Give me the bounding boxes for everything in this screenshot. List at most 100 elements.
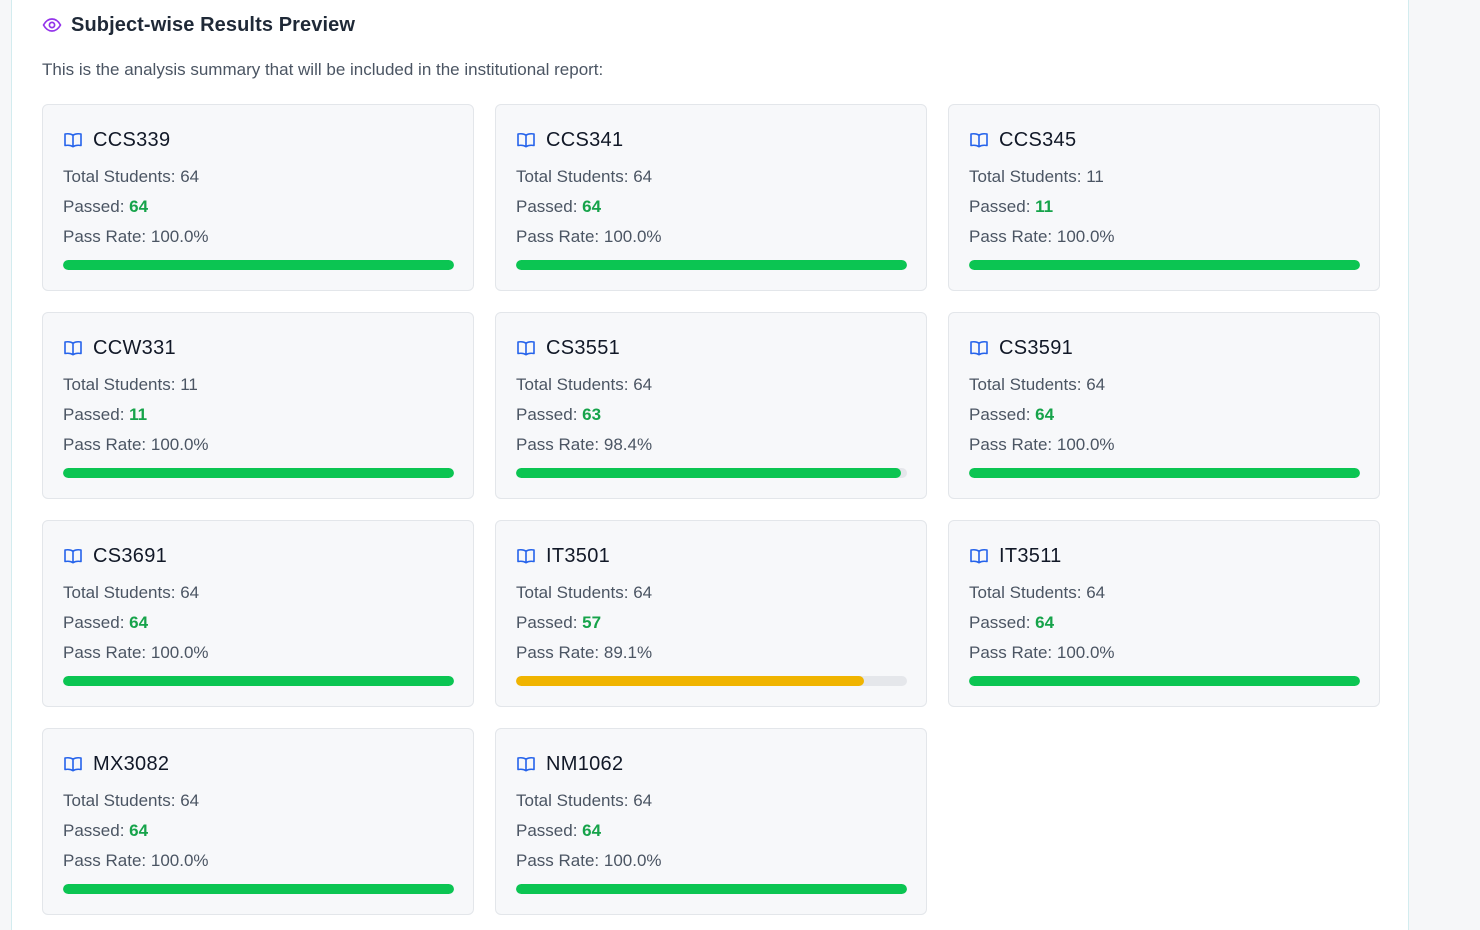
total-students: Total Students: 11 [969, 167, 1104, 187]
section-title: Subject-wise Results Preview [71, 13, 356, 36]
total-students-label: Total Students: [516, 583, 634, 602]
pass-rate-progress-fill [63, 884, 454, 894]
pass-rate-progress-track [969, 676, 1360, 686]
pass-rate: Pass Rate: 100.0% [63, 643, 209, 663]
passed-label: Passed: [516, 613, 583, 632]
subject-card-header: IT3501 [516, 543, 610, 569]
pass-rate-value: 100.0% [1056, 643, 1115, 662]
total-students-value: 64 [633, 791, 653, 810]
subject-code: CS3551 [546, 336, 621, 359]
subject-card-ccs341: CCS341 Total Students: 64 Passed: 64 Pas… [495, 104, 927, 291]
pass-rate-label: Pass Rate: [969, 643, 1057, 662]
passed-value: 64 [129, 197, 149, 216]
subject-card-header: CCS339 [63, 127, 170, 153]
total-students-value: 64 [180, 791, 200, 810]
pass-rate-value: 100.0% [150, 643, 209, 662]
passed-count: Passed: 63 [516, 405, 601, 425]
section-description: This is the analysis summary that will b… [42, 60, 604, 79]
total-students-value: 64 [633, 167, 653, 186]
pass-rate-progress-fill [63, 260, 454, 270]
pass-rate: Pass Rate: 100.0% [969, 227, 1115, 247]
total-students-label: Total Students: [969, 375, 1087, 394]
pass-rate-progress-track [63, 676, 454, 686]
subject-card-mx3082: MX3082 Total Students: 64 Passed: 64 Pas… [42, 728, 474, 915]
subject-card-header: CCW331 [63, 335, 176, 361]
pass-rate-progress-track [516, 884, 907, 894]
pass-rate-label: Pass Rate: [969, 227, 1057, 246]
pass-rate-progress-track [969, 260, 1360, 270]
total-students: Total Students: 64 [63, 791, 199, 811]
total-students: Total Students: 64 [63, 583, 199, 603]
pass-rate: Pass Rate: 100.0% [516, 227, 662, 247]
book-open-icon [516, 754, 536, 774]
subject-card-header: CS3591 [969, 335, 1073, 361]
subject-card-it3501: IT3501 Total Students: 64 Passed: 57 Pas… [495, 520, 927, 707]
pass-rate-progress-fill [516, 676, 865, 686]
pass-rate: Pass Rate: 89.1% [516, 643, 652, 663]
subject-card-ccw331: CCW331 Total Students: 11 Passed: 11 Pas… [42, 312, 474, 499]
pass-rate-progress-track [969, 468, 1360, 478]
total-students: Total Students: 64 [63, 167, 199, 187]
total-students-label: Total Students: [63, 375, 181, 394]
passed-label: Passed: [63, 821, 130, 840]
book-open-icon [63, 754, 83, 774]
subject-card-header: CS3691 [63, 543, 167, 569]
pass-rate-value: 98.4% [603, 435, 653, 454]
subject-card-ccs339: CCS339 Total Students: 64 Passed: 64 Pas… [42, 104, 474, 291]
subject-card-it3511: IT3511 Total Students: 64 Passed: 64 Pas… [948, 520, 1380, 707]
pass-rate-value: 100.0% [1056, 435, 1115, 454]
total-students: Total Students: 64 [516, 167, 652, 187]
pass-rate: Pass Rate: 100.0% [516, 851, 662, 871]
passed-value: 57 [582, 613, 602, 632]
book-open-icon [969, 338, 989, 358]
pass-rate-progress-fill [63, 468, 454, 478]
pass-rate-label: Pass Rate: [969, 435, 1057, 454]
pass-rate-progress-fill [516, 468, 901, 478]
pass-rate-value: 100.0% [150, 851, 209, 870]
pass-rate-progress-track [63, 884, 454, 894]
total-students-value: 11 [180, 375, 198, 394]
subject-code: IT3501 [546, 544, 611, 567]
subject-card-nm1062: NM1062 Total Students: 64 Passed: 64 Pas… [495, 728, 927, 915]
passed-label: Passed: [516, 405, 583, 424]
passed-label: Passed: [969, 613, 1036, 632]
book-open-icon [969, 546, 989, 566]
pass-rate-label: Pass Rate: [63, 851, 151, 870]
passed-count: Passed: 64 [969, 613, 1054, 633]
total-students-value: 11 [1086, 167, 1104, 186]
passed-label: Passed: [63, 405, 130, 424]
passed-value: 64 [129, 821, 149, 840]
subject-code: CS3591 [999, 336, 1074, 359]
pass-rate-progress-track [516, 676, 907, 686]
passed-count: Passed: 64 [63, 821, 148, 841]
subject-card-header: CCS345 [969, 127, 1076, 153]
subject-code: CCS339 [93, 128, 171, 151]
total-students: Total Students: 64 [969, 375, 1105, 395]
passed-value: 11 [129, 405, 148, 424]
section-header: Subject-wise Results Preview [42, 12, 355, 38]
passed-value: 64 [129, 613, 149, 632]
eye-icon [42, 15, 62, 35]
total-students-value: 64 [1086, 583, 1106, 602]
subject-code: CCS341 [546, 128, 624, 151]
pass-rate-progress-track [63, 260, 454, 270]
total-students: Total Students: 11 [63, 375, 198, 395]
pass-rate: Pass Rate: 100.0% [969, 435, 1115, 455]
pass-rate-value: 100.0% [603, 227, 662, 246]
total-students-value: 64 [180, 167, 200, 186]
passed-count: Passed: 64 [63, 613, 148, 633]
pass-rate-progress-fill [63, 676, 454, 686]
passed-label: Passed: [63, 197, 130, 216]
subject-card-cs3691: CS3691 Total Students: 64 Passed: 64 Pas… [42, 520, 474, 707]
pass-rate-label: Pass Rate: [516, 227, 604, 246]
book-open-icon [969, 130, 989, 150]
total-students-value: 64 [633, 583, 653, 602]
total-students: Total Students: 64 [516, 791, 652, 811]
total-students: Total Students: 64 [516, 375, 652, 395]
passed-count: Passed: 57 [516, 613, 601, 633]
passed-count: Passed: 64 [516, 821, 601, 841]
passed-label: Passed: [969, 405, 1036, 424]
book-open-icon [516, 130, 536, 150]
pass-rate-progress-track [63, 468, 454, 478]
pass-rate-label: Pass Rate: [63, 227, 151, 246]
